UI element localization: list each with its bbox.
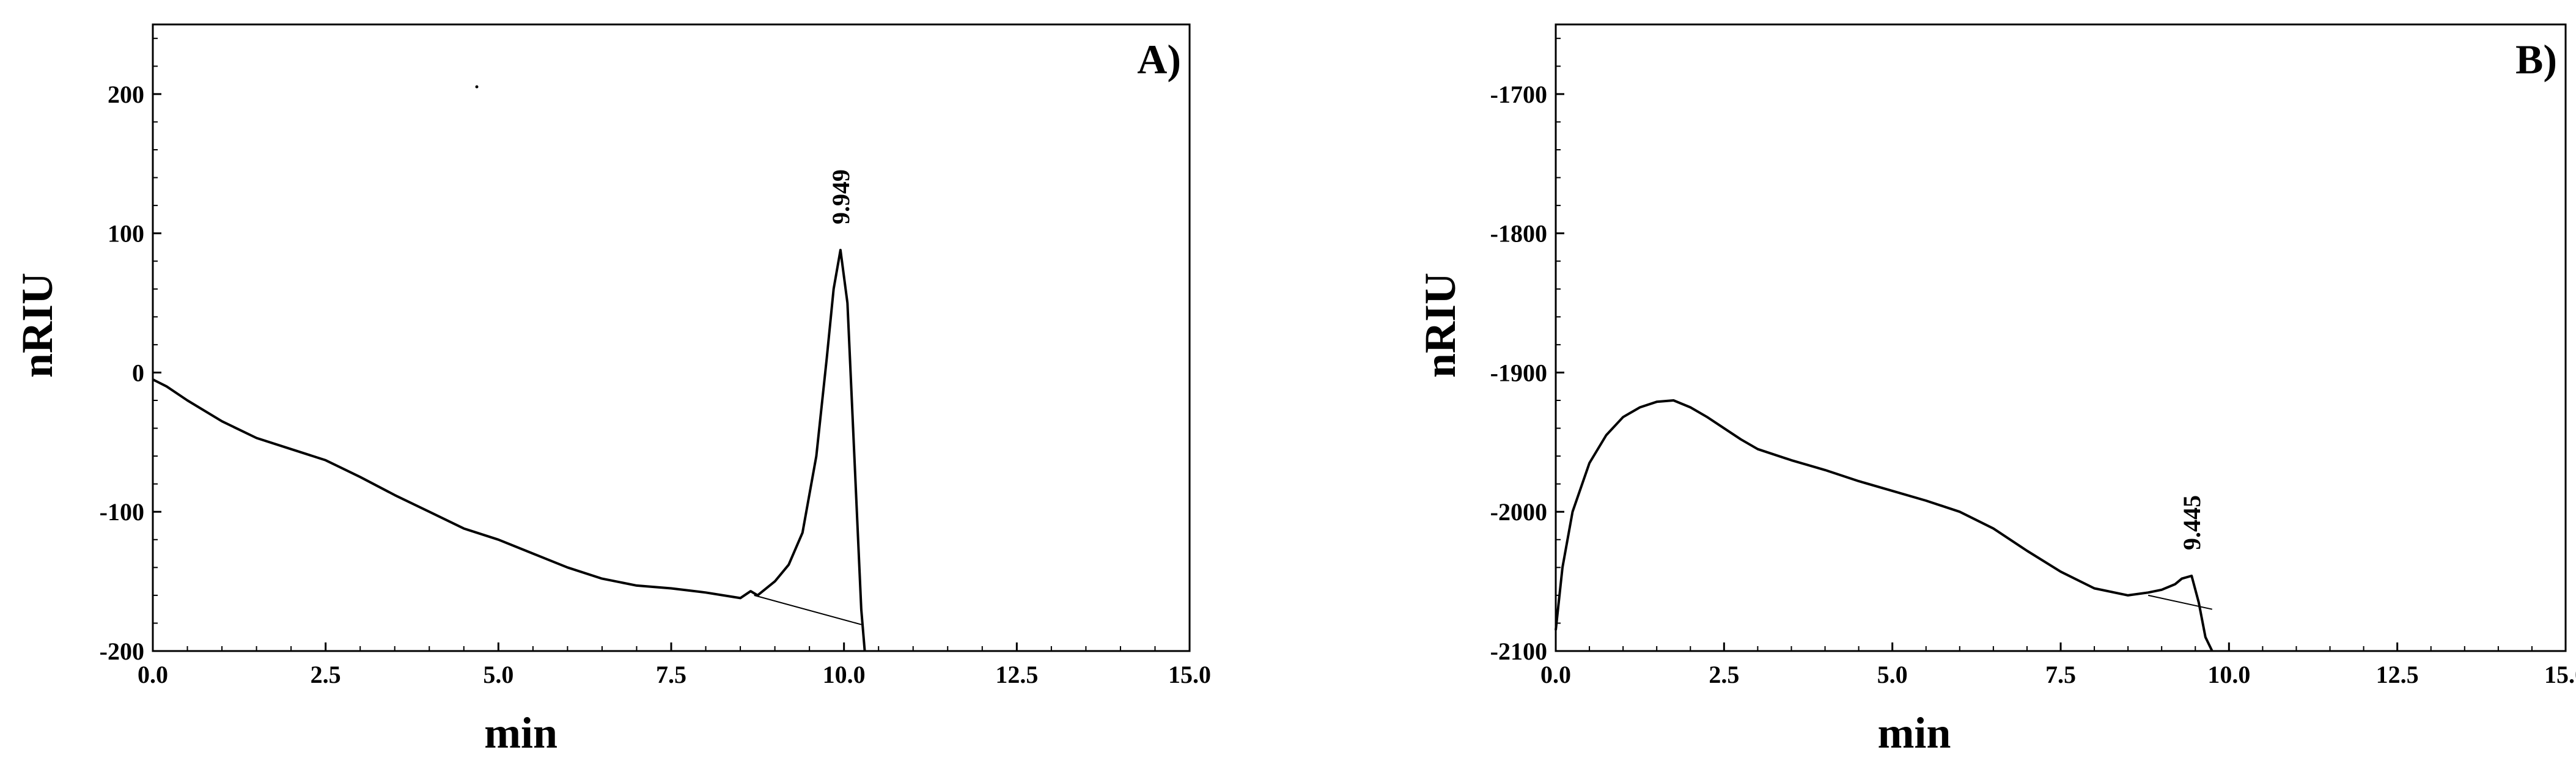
integration-baseline bbox=[2147, 594, 2213, 610]
plot-frame bbox=[1555, 23, 2567, 652]
y-tick-label: -2000 bbox=[1490, 498, 1547, 526]
y-tick-label: -1900 bbox=[1490, 359, 1547, 386]
x-tick-label: 7.5 bbox=[2045, 661, 2076, 688]
y-tick-label: -100 bbox=[100, 498, 144, 526]
chart-panel-a: -200 -100 0 100 200 0.0 2.5 5.0 7.5 10.0 12.5 15.0 m… bbox=[13, 23, 1211, 757]
x-tick-label: 5.0 bbox=[1877, 661, 1908, 688]
peak-retention-label: 9.445 bbox=[2178, 495, 2206, 550]
plot-frame bbox=[152, 23, 1191, 652]
peak-retention-label: 9.949 bbox=[827, 169, 855, 224]
x-tick-label: 15.0 bbox=[1168, 661, 1211, 688]
x-axis-title: min bbox=[484, 708, 558, 757]
y-tick-label: 100 bbox=[108, 220, 144, 248]
x-tick-label: 5.0 bbox=[483, 661, 513, 688]
x-tick-label: 15.0 bbox=[2544, 661, 2576, 688]
x-tick-label: 10.0 bbox=[2207, 661, 2250, 688]
x-tick-label: 0.0 bbox=[1540, 661, 1571, 688]
y-tick-label: -1700 bbox=[1490, 81, 1547, 108]
panel-label: B) bbox=[2515, 36, 2557, 83]
y-tick-label: -200 bbox=[100, 638, 144, 665]
panel-label: A) bbox=[1137, 36, 1181, 83]
signal-line bbox=[1555, 399, 2214, 652]
x-tick-label: 10.0 bbox=[823, 661, 866, 688]
x-tick-label: 12.5 bbox=[2376, 661, 2419, 688]
chart-panel-b: -2100 -2000 -1900 -1800 -1700 0.0 2.5 5.0 7.5 10.… bbox=[1416, 23, 2576, 757]
stray-dot bbox=[475, 85, 479, 89]
x-axis-title: min bbox=[1877, 708, 1951, 757]
x-tick-label: 2.5 bbox=[311, 661, 341, 688]
x-tick-label: 0.0 bbox=[138, 661, 168, 688]
y-axis-title: nRIU bbox=[1416, 273, 1465, 378]
signal-line bbox=[152, 249, 866, 652]
x-tick-label: 7.5 bbox=[656, 661, 686, 688]
y-tick-label: -1800 bbox=[1490, 220, 1547, 248]
chart-panels: -200 -100 0 100 200 0.0 2.5 5.0 7.5 10.0 12.5 15.0 m… bbox=[13, 23, 2576, 757]
y-axis-title: nRIU bbox=[13, 273, 62, 378]
x-tick-label: 12.5 bbox=[995, 661, 1038, 688]
y-tick-label: -2100 bbox=[1490, 638, 1547, 665]
y-tick-label: 0 bbox=[132, 359, 144, 386]
x-tick-label: 2.5 bbox=[1709, 661, 1739, 688]
integration-baseline bbox=[754, 594, 862, 625]
y-tick-label: 200 bbox=[108, 81, 144, 108]
